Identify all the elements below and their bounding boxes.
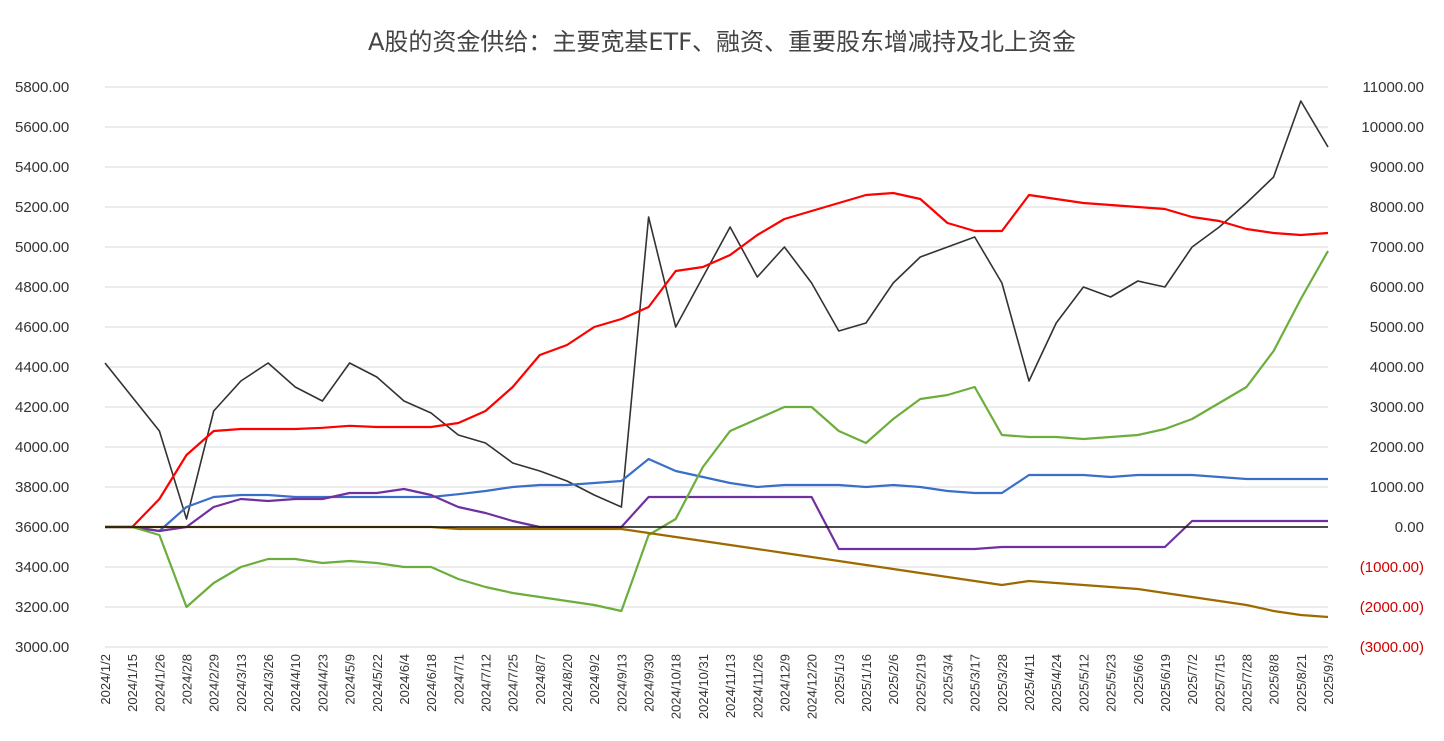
x-tick-label: 2024/11/13	[723, 654, 738, 718]
left-tick-label: 5600.00	[15, 119, 69, 136]
left-tick-label: 4400.00	[15, 359, 69, 376]
right-tick-label: 0.00	[1395, 519, 1424, 536]
right-axis-ticks: (3000.00) (2000.00) (1000.00) 0.00 1000.00 20…	[1360, 79, 1424, 656]
x-tick-label: 2024/9/2	[587, 654, 602, 705]
right-tick-label: 3000.00	[1370, 399, 1424, 416]
right-tick-label: 5000.00	[1370, 319, 1424, 336]
x-tick-label: 2024/9/30	[642, 654, 657, 712]
right-tick-label: (2000.00)	[1360, 599, 1424, 616]
chart-title: A股的资金供给：主要宽基ETF、融资、重要股东增减持及北上资金	[368, 28, 1076, 56]
x-axis-ticks: 2024/1/2 2024/1/15 2024/1/26 2024/2/8 2024/2…	[98, 654, 1336, 719]
left-tick-label: 4600.00	[15, 319, 69, 336]
x-tick-label: 2024/8/20	[560, 654, 575, 712]
right-tick-label: 7000.00	[1370, 239, 1424, 256]
x-tick-label: 2025/7/2	[1185, 654, 1200, 705]
x-tick-label: 2024/4/23	[315, 654, 330, 712]
x-tick-label: 2024/6/18	[424, 654, 439, 712]
left-tick-label: 5200.00	[15, 199, 69, 216]
right-tick-label: (3000.00)	[1360, 639, 1424, 656]
x-tick-label: 2024/2/8	[180, 654, 195, 705]
gridlines	[105, 86, 1328, 648]
x-tick-label: 2025/3/4	[941, 654, 956, 705]
x-tick-label: 2025/4/24	[1049, 654, 1064, 712]
right-tick-label: 2000.00	[1370, 439, 1424, 456]
x-tick-label: 2025/7/15	[1212, 654, 1227, 712]
x-tick-label: 2024/1/2	[98, 654, 113, 705]
left-tick-label: 3200.00	[15, 599, 69, 616]
x-tick-label: 2025/6/19	[1158, 654, 1173, 712]
series-line-2	[105, 457, 1328, 533]
x-tick-label: 2025/8/21	[1294, 654, 1309, 712]
left-tick-label: 5400.00	[15, 159, 69, 176]
series-line-4	[105, 250, 1329, 613]
x-tick-label: 2025/5/12	[1076, 654, 1091, 712]
left-tick-label: 4800.00	[15, 279, 69, 296]
x-tick-label: 2024/8/7	[533, 654, 548, 705]
right-tick-label: 4000.00	[1370, 359, 1424, 376]
x-tick-label: 2025/1/3	[832, 654, 847, 705]
right-tick-label: 9000.00	[1370, 159, 1424, 176]
x-tick-label: 2024/3/13	[234, 654, 249, 712]
x-tick-label: 2024/7/12	[478, 654, 493, 712]
series-line-0	[104, 100, 1329, 520]
x-tick-label: 2025/2/6	[886, 654, 901, 705]
left-tick-label: 3400.00	[15, 559, 69, 576]
left-tick-label: 3600.00	[15, 519, 69, 536]
series-line-1	[105, 191, 1329, 529]
x-tick-label: 2024/12/9	[777, 654, 792, 712]
x-tick-label: 2025/7/28	[1239, 654, 1254, 712]
right-tick-label: 8000.00	[1370, 199, 1424, 216]
x-tick-label: 2024/11/26	[750, 654, 765, 718]
right-tick-label: (1000.00)	[1360, 559, 1424, 576]
x-tick-label: 2024/1/26	[152, 654, 167, 712]
right-tick-label: 1000.00	[1370, 479, 1424, 496]
x-tick-label: 2025/9/3	[1321, 654, 1336, 705]
right-tick-label: 10000.00	[1361, 119, 1424, 136]
series-line-3	[105, 487, 1328, 551]
x-tick-label: 2025/1/16	[859, 654, 874, 712]
x-tick-label: 2024/10/18	[669, 654, 684, 719]
x-tick-label: 2024/2/29	[207, 654, 222, 712]
x-tick-label: 2025/3/28	[995, 654, 1010, 712]
x-tick-label: 2025/5/23	[1104, 654, 1119, 712]
x-tick-label: 2024/5/22	[370, 654, 385, 712]
x-tick-label: 2024/1/15	[125, 654, 140, 712]
left-tick-label: 5000.00	[15, 239, 69, 256]
x-tick-label: 2024/10/31	[696, 654, 711, 719]
x-tick-label: 2025/4/11	[1022, 654, 1037, 711]
x-tick-label: 2025/3/17	[968, 654, 983, 712]
x-tick-label: 2025/8/8	[1267, 654, 1282, 705]
left-tick-label: 4000.00	[15, 439, 69, 456]
x-tick-label: 2024/12/20	[805, 654, 820, 719]
x-tick-label: 2024/9/13	[614, 654, 629, 712]
x-tick-label: 2025/6/6	[1131, 654, 1146, 705]
left-tick-label: 3800.00	[15, 479, 69, 496]
left-tick-label: 4200.00	[15, 399, 69, 416]
x-tick-label: 2024/5/9	[343, 654, 358, 705]
x-tick-label: 2024/7/1	[451, 654, 466, 705]
x-tick-label: 2025/2/19	[913, 654, 928, 712]
x-tick-label: 2024/7/25	[506, 654, 521, 712]
x-tick-label: 2024/3/26	[261, 654, 276, 712]
left-tick-label: 3000.00	[15, 639, 69, 656]
x-tick-label: 2024/4/10	[288, 654, 303, 712]
right-tick-label: 6000.00	[1370, 279, 1424, 296]
right-tick-label: 11000.00	[1363, 79, 1424, 96]
x-tick-label: 2024/6/4	[397, 654, 412, 705]
left-axis-ticks: 3000.00 3200.00 3400.00 3600.00 3800.00 4000.…	[15, 79, 69, 656]
left-tick-label: 5800.00	[15, 79, 69, 96]
